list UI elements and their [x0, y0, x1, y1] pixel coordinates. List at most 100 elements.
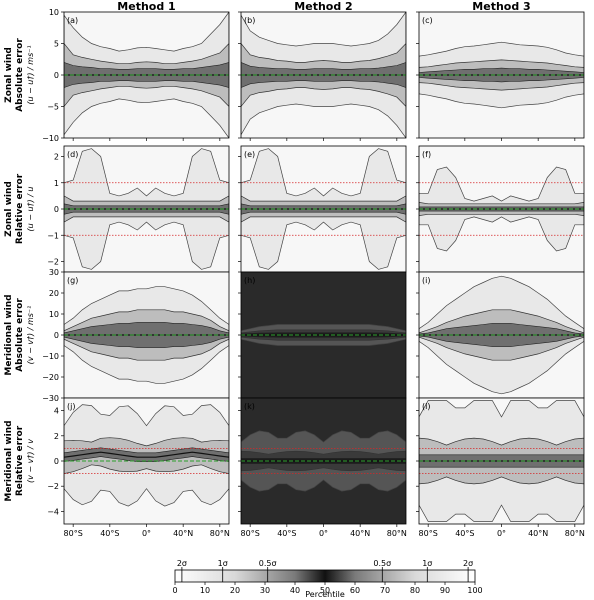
colorbar-tick-label: 30 — [260, 586, 270, 595]
y-tick-label: −10 — [42, 134, 59, 143]
colorbar-sigma-label: 0.5σ — [373, 559, 391, 568]
colorbar-tick-label: 50 — [320, 586, 330, 595]
y-tick-label: 30 — [49, 268, 59, 277]
panel-g — [64, 272, 229, 398]
y-axis-label-2: (u − u†) / u — [26, 186, 35, 231]
x-tick-label: 80°N — [565, 529, 585, 538]
row-title-line-1: Meridional wind — [4, 420, 14, 501]
x-tick-label: 40°S — [455, 529, 474, 538]
x-tick-label: 80°S — [419, 529, 438, 538]
y-axis-label-text: (v − v†) / ms⁻¹ — [26, 306, 35, 365]
row-title-1: Zonal wind Absolute error — [4, 38, 25, 112]
y-axis-label-4: (v − v†) / v — [26, 439, 35, 483]
band-half-sigma — [64, 447, 229, 462]
row-title-line-1: Zonal wind — [4, 181, 14, 237]
panel-b — [241, 12, 406, 138]
colorbar-tick-label: 90 — [440, 586, 450, 595]
panel-letter: (h) — [244, 276, 255, 285]
y-tick-label: 2 — [54, 432, 59, 441]
colorbar-sigma-label: 1σ — [422, 559, 432, 568]
panel-letter: (a) — [67, 16, 78, 25]
colorbar-sigma-label: 0.5σ — [259, 559, 277, 568]
column-title-1: Method 1 — [117, 0, 175, 13]
y-tick-label: −5 — [47, 103, 59, 112]
y-tick-label: 10 — [49, 8, 59, 17]
x-tick-label: 80°N — [387, 529, 407, 538]
colorbar-tick-label: 70 — [380, 586, 390, 595]
panel-letter: (d) — [67, 150, 78, 159]
colorbar — [174, 569, 476, 583]
y-tick-label: −2 — [47, 482, 59, 491]
row-title-2: Zonal wind Relative error — [4, 173, 25, 244]
y-tick-label: −1 — [47, 231, 59, 240]
y-tick-label: 1 — [54, 179, 59, 188]
x-tick-label: 40°S — [100, 529, 119, 538]
y-tick-label: −20 — [42, 373, 59, 382]
x-tick-label: 80°S — [64, 529, 83, 538]
x-tick-label: 80°N — [210, 529, 230, 538]
panel-letter: (e) — [244, 150, 255, 159]
y-axis-label-3: (v − v†) / ms⁻¹ — [26, 306, 35, 365]
y-axis-label-text: (u − u†) / ms⁻¹ — [26, 45, 35, 104]
y-axis-label-1: (u − u†) / ms⁻¹ — [26, 45, 35, 104]
y-tick-label: 0 — [54, 71, 59, 80]
x-tick-label: 40°N — [528, 529, 548, 538]
row-title-line-2: Absolute error — [15, 298, 25, 372]
colorbar-tick-label: 80 — [410, 586, 420, 595]
y-tick-label: 0 — [54, 331, 59, 340]
column-title-2: Method 2 — [294, 0, 352, 13]
panel-letter: (c) — [422, 16, 433, 25]
x-tick-label: 0° — [142, 529, 151, 538]
x-tick-label: 40°N — [350, 529, 370, 538]
row-title-line-1: Zonal wind — [4, 47, 14, 103]
x-tick-label: 40°S — [277, 529, 296, 538]
row-title-4: Meridional wind Relative error — [4, 420, 25, 501]
y-tick-label: 0 — [54, 457, 59, 466]
colorbar-tick-label: 0 — [172, 586, 177, 595]
y-tick-label: −30 — [42, 394, 59, 403]
y-tick-label: 4 — [54, 407, 59, 416]
y-tick-label: −2 — [47, 258, 59, 267]
panel-e — [241, 146, 406, 272]
colorbar-tick-label: 40 — [290, 586, 300, 595]
panel-letter: (i) — [422, 276, 430, 285]
row-title-line-2: Absolute error — [15, 38, 25, 112]
row-title-line-2: Relative error — [15, 425, 25, 496]
colorbar-tick-label: 10 — [200, 586, 210, 595]
panel-h — [241, 272, 406, 398]
y-tick-label: 10 — [49, 310, 59, 319]
colorbar-sigma-label: 2σ — [463, 559, 473, 568]
panel-letter: (j) — [67, 402, 75, 411]
y-axis-label-text: (v − v†) / v — [26, 439, 35, 483]
x-tick-label: 80°S — [241, 529, 260, 538]
row-title-line-1: Meridional wind — [4, 294, 14, 375]
row-title-line-2: Relative error — [15, 173, 25, 244]
column-title-3: Method 3 — [472, 0, 530, 13]
colorbar-label: Percentile — [305, 590, 345, 599]
colorbar-sigma-label: 1σ — [218, 559, 228, 568]
row-title-3: Meridional wind Absolute error — [4, 294, 25, 375]
panel-letter: (b) — [244, 16, 255, 25]
panel-d — [64, 146, 229, 272]
panel-letter: (k) — [244, 402, 255, 411]
y-tick-label: 2 — [54, 153, 59, 162]
panel-k — [241, 398, 406, 524]
panel-j — [64, 398, 229, 524]
panel-letter: (l) — [422, 402, 430, 411]
y-tick-label: 0 — [54, 205, 59, 214]
y-axis-label-text: (u − u†) / u — [26, 186, 35, 231]
y-tick-label: −4 — [47, 507, 59, 516]
y-tick-label: 5 — [54, 40, 59, 49]
panel-c — [419, 12, 584, 138]
panel-f — [419, 146, 584, 272]
y-tick-label: −10 — [42, 352, 59, 361]
panel-a — [64, 12, 229, 138]
x-tick-label: 40°N — [173, 529, 193, 538]
panel-letter: (g) — [67, 276, 78, 285]
panel-letter: (f) — [422, 150, 431, 159]
y-tick-label: 20 — [49, 289, 59, 298]
x-tick-label: 0° — [319, 529, 328, 538]
median-line — [64, 451, 229, 458]
x-tick-label: 0° — [497, 529, 506, 538]
